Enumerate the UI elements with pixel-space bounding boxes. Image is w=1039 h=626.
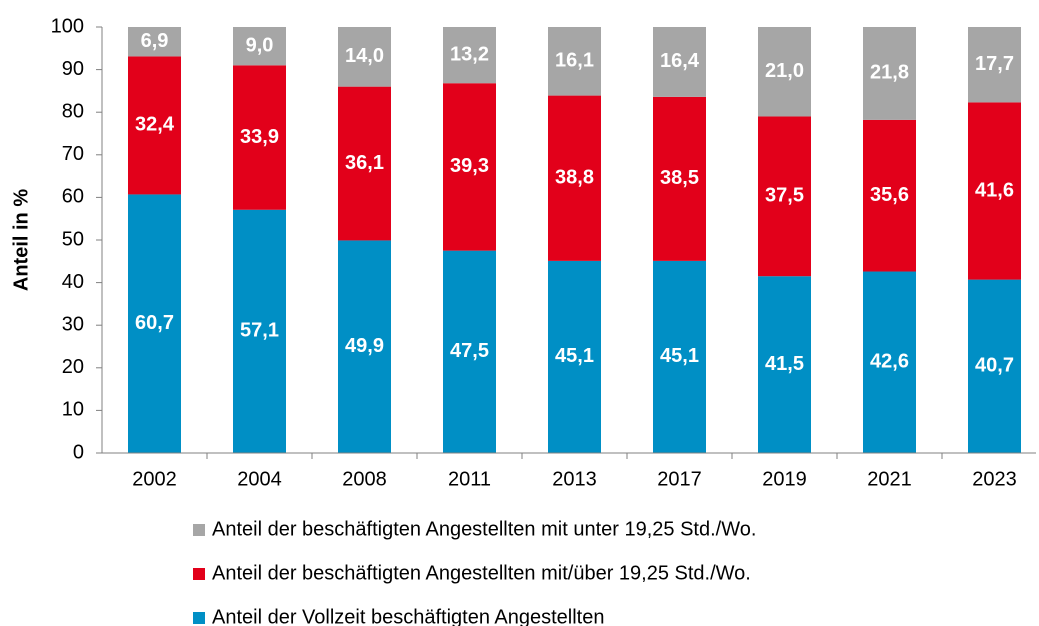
- bar-segment: [968, 27, 1021, 103]
- y-tick-label: 30: [62, 313, 84, 335]
- legend-swatch: [193, 568, 205, 580]
- value-label: 21,0: [765, 60, 804, 82]
- value-label: 13,2: [450, 43, 489, 65]
- x-tick-label: 2004: [237, 468, 282, 490]
- value-label: 41,5: [765, 353, 804, 375]
- x-tick-label: 2017: [657, 468, 702, 490]
- value-label: 32,4: [135, 114, 175, 136]
- y-tick-label: 80: [62, 100, 84, 122]
- value-label: 37,5: [765, 185, 804, 207]
- bar-segment: [968, 279, 1021, 453]
- x-tick-label: 2021: [867, 468, 912, 490]
- value-label: 17,7: [975, 53, 1014, 75]
- bar-segment: [758, 27, 811, 117]
- value-label: 9,0: [246, 34, 274, 56]
- y-tick-label: 10: [62, 399, 84, 421]
- y-tick-label: 70: [62, 143, 84, 165]
- bar-segment: [233, 65, 286, 210]
- value-label: 16,1: [555, 50, 594, 72]
- y-tick-label: 100: [51, 15, 84, 37]
- bar-segment: [338, 240, 391, 453]
- bar-segment: [233, 209, 286, 453]
- y-tick-label: 0: [73, 441, 84, 463]
- bar-segment: [443, 27, 496, 84]
- bar-segment: [128, 27, 181, 57]
- x-tick-label: 2013: [552, 468, 597, 490]
- value-label: 33,9: [240, 126, 279, 148]
- value-label: 57,1: [240, 320, 279, 342]
- x-tick-label: 2008: [342, 468, 387, 490]
- y-tick-label: 60: [62, 186, 84, 208]
- y-tick-label: 50: [62, 228, 84, 250]
- value-label: 21,8: [870, 62, 909, 84]
- x-tick-label: 2023: [972, 468, 1017, 490]
- x-tick-label: 2011: [448, 468, 491, 490]
- value-label: 49,9: [345, 335, 384, 357]
- x-tick-label: 2002: [132, 468, 177, 490]
- legend-swatch: [193, 612, 205, 624]
- bar-segment: [863, 119, 916, 272]
- value-label: 60,7: [135, 312, 174, 334]
- value-label: 45,1: [555, 345, 594, 367]
- x-tick-label: 2019: [762, 468, 807, 490]
- value-label: 41,6: [975, 179, 1014, 201]
- bar-segment: [548, 260, 601, 453]
- bar-segment: [548, 95, 601, 261]
- value-label: 40,7: [975, 355, 1014, 377]
- legend-label: Anteil der beschäftigten Angestellten mi…: [212, 562, 751, 584]
- legend-label: Anteil der Vollzeit beschäftigten Angest…: [212, 606, 604, 626]
- y-tick-label: 20: [62, 356, 84, 378]
- bar-segment: [443, 250, 496, 453]
- bar-segment: [863, 271, 916, 453]
- bar-segment: [443, 83, 496, 251]
- bar-segment: [758, 116, 811, 277]
- y-tick-label: 40: [62, 271, 84, 293]
- value-label: 45,1: [660, 345, 699, 367]
- value-label: 16,4: [660, 50, 700, 72]
- bar-segment: [338, 86, 391, 241]
- y-axis-label: Anteil in %: [10, 189, 32, 291]
- bar-segment: [968, 102, 1021, 280]
- value-label: 36,1: [345, 152, 384, 174]
- bar-segment: [653, 96, 706, 261]
- value-label: 38,8: [555, 167, 594, 189]
- value-label: 39,3: [450, 155, 489, 177]
- value-label: 47,5: [450, 340, 489, 362]
- bar-segment: [863, 27, 916, 120]
- bar-segment: [758, 276, 811, 453]
- bar-segment: [233, 27, 286, 66]
- legend-swatch: [193, 524, 205, 536]
- value-label: 14,0: [345, 45, 384, 67]
- value-label: 38,5: [660, 167, 699, 189]
- bar-segment: [128, 56, 181, 195]
- value-label: 42,6: [870, 351, 909, 373]
- bar-segment: [653, 260, 706, 453]
- bar-segment: [548, 27, 601, 96]
- value-label: 6,9: [141, 30, 169, 52]
- bar-segment: [128, 194, 181, 453]
- legend-label: Anteil der beschäftigten Angestellten mi…: [212, 518, 756, 540]
- bar-segment: [338, 27, 391, 87]
- bar-segment: [653, 27, 706, 97]
- value-label: 35,6: [870, 184, 909, 206]
- y-tick-label: 90: [62, 58, 84, 80]
